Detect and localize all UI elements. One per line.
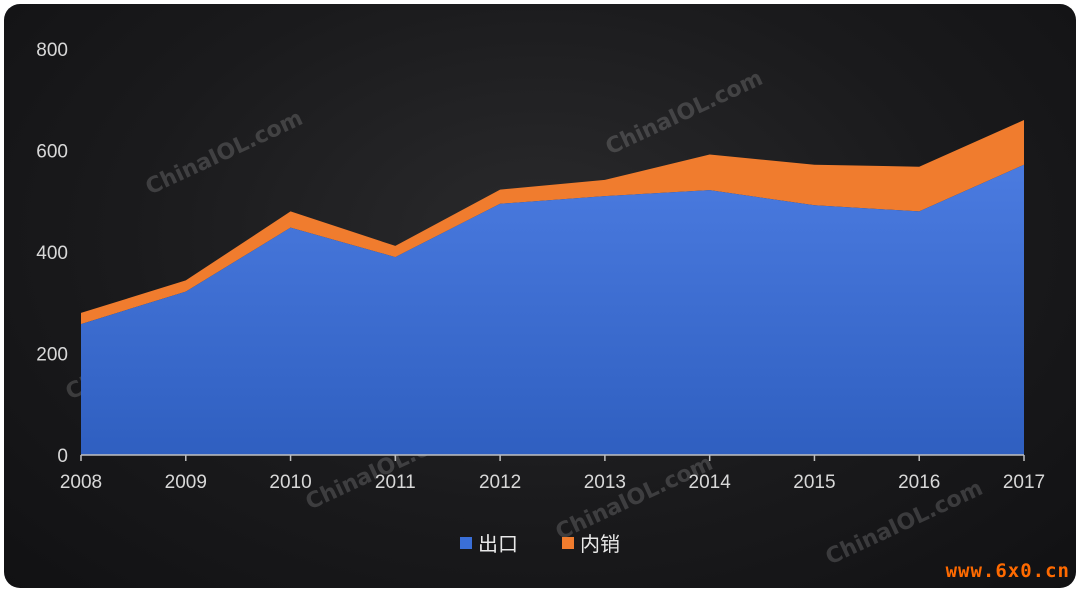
x-tick-label: 2012 [479, 472, 521, 493]
x-tick-label: 2010 [269, 472, 311, 493]
x-tick-label: 2016 [898, 472, 940, 493]
x-tick-label: 2008 [60, 472, 102, 493]
y-tick-label: 400 [36, 243, 68, 264]
x-tick-label: 2014 [689, 472, 732, 493]
y-tick-label: 0 [57, 446, 68, 467]
legend-item-export[interactable]: 出口 [460, 528, 518, 557]
chart-legend: 出口 内销 [0, 528, 1080, 557]
x-tick-label: 2017 [1003, 472, 1045, 493]
legend-item-domestic[interactable]: 内销 [562, 528, 620, 557]
legend-swatch-export [460, 536, 472, 549]
legend-label-export: 出口 [478, 532, 518, 556]
watermark-text: ChinaIOL.com [602, 66, 767, 161]
x-tick-label: 2011 [375, 472, 416, 493]
legend-swatch-domestic [562, 536, 574, 549]
x-tick-label: 2013 [584, 472, 626, 493]
site-badge[interactable]: www.6x0.cn [945, 560, 1070, 582]
x-tick-label: 2015 [793, 472, 835, 493]
y-tick-label: 600 [36, 142, 68, 163]
y-tick-label: 800 [36, 40, 68, 61]
watermark-text: ChinaIOL.com [142, 106, 307, 201]
area-series-export [81, 164, 1024, 455]
area-series-layer [81, 120, 1024, 455]
legend-label-domestic: 内销 [580, 532, 620, 556]
x-tick-label: 2009 [165, 472, 207, 493]
area-series-domestic [81, 120, 1024, 325]
y-tick-label: 200 [36, 345, 68, 366]
axes-layer: 0 200 400 600 800 2008 2009 2010 2011 2012 2013 201… [36, 40, 1045, 493]
